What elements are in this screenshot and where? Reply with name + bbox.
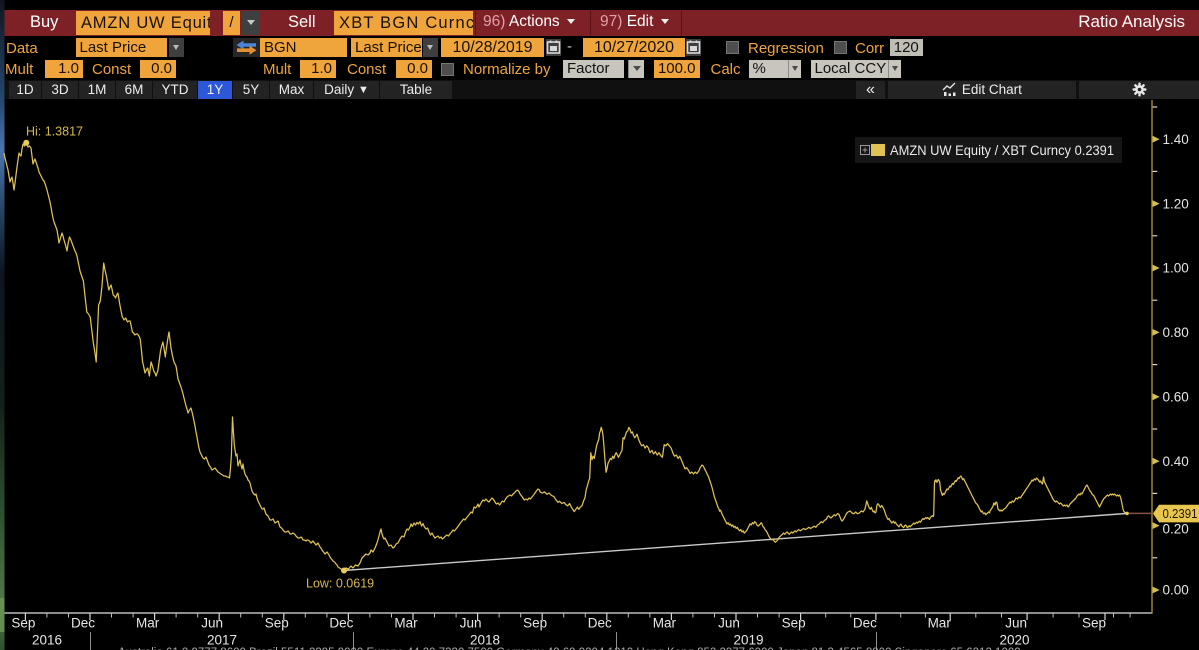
- svg-text:Dec: Dec: [588, 616, 612, 631]
- svg-text:Jun: Jun: [1005, 616, 1027, 631]
- svg-text:0.40: 0.40: [1163, 454, 1189, 469]
- svg-text:Jun: Jun: [201, 616, 223, 631]
- svg-text:1.40: 1.40: [1163, 132, 1189, 147]
- svg-text:Mar: Mar: [394, 616, 418, 631]
- svg-text:0.20: 0.20: [1163, 522, 1189, 537]
- svg-text:0.80: 0.80: [1163, 325, 1189, 340]
- svg-text:Sep: Sep: [523, 616, 547, 631]
- svg-text:Dec: Dec: [329, 616, 353, 631]
- svg-text:Low: 0.0619: Low: 0.0619: [306, 577, 374, 591]
- svg-text:Mar: Mar: [928, 616, 952, 631]
- svg-text:0.60: 0.60: [1163, 390, 1189, 405]
- svg-text:0.2391: 0.2391: [1163, 506, 1198, 521]
- svg-text:Sep: Sep: [265, 616, 289, 631]
- svg-text:Australia 61 2 9777 8600 Brazi: Australia 61 2 9777 8600 Brazil 5511 239…: [118, 647, 1021, 650]
- svg-text:Mar: Mar: [653, 616, 677, 631]
- svg-text:2018: 2018: [470, 633, 500, 648]
- svg-text:0.00: 0.00: [1163, 583, 1189, 598]
- svg-text:Jun: Jun: [718, 616, 740, 631]
- svg-text:Dec: Dec: [853, 616, 877, 631]
- svg-text:2019: 2019: [733, 633, 763, 648]
- svg-text:2017: 2017: [207, 633, 237, 648]
- svg-text:Mar: Mar: [136, 616, 160, 631]
- svg-text:Dec: Dec: [71, 616, 95, 631]
- svg-text:AMZN UW Equity / XBT Curncy 0.: AMZN UW Equity / XBT Curncy 0.2391: [890, 142, 1114, 158]
- svg-text:Sep: Sep: [1082, 616, 1106, 631]
- svg-text:Jun: Jun: [460, 616, 482, 631]
- svg-text:2016: 2016: [32, 633, 62, 648]
- svg-text:Sep: Sep: [11, 616, 35, 631]
- svg-text:1.00: 1.00: [1163, 261, 1189, 276]
- svg-text:Sep: Sep: [782, 616, 806, 631]
- svg-text:1.20: 1.20: [1163, 196, 1189, 211]
- svg-text:2020: 2020: [999, 633, 1029, 648]
- svg-text:Hi: 1.3817: Hi: 1.3817: [26, 125, 83, 139]
